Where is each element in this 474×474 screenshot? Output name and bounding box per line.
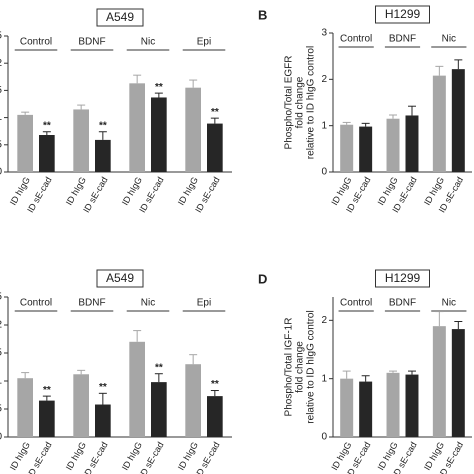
bar	[432, 75, 446, 172]
bar	[207, 396, 223, 437]
significance: **	[211, 107, 219, 118]
bar	[340, 378, 354, 437]
bar	[359, 381, 373, 437]
y-tick-label: 1	[0, 376, 2, 387]
chart-title: H1299	[385, 7, 421, 21]
y-tick-label: 0	[321, 432, 327, 443]
significance: **	[155, 82, 163, 93]
bar	[95, 404, 111, 437]
bar	[17, 114, 33, 172]
bar	[386, 118, 400, 172]
bar	[185, 364, 201, 437]
y-tick-label: 0.5	[0, 139, 2, 150]
bar	[17, 378, 33, 437]
title-box	[375, 5, 430, 24]
y-tick-label: 0	[0, 167, 2, 178]
bar	[185, 87, 201, 172]
chart-title: A549	[106, 10, 134, 24]
y-axis-label: fold change	[295, 76, 306, 128]
significance: **	[99, 382, 107, 393]
title-box	[96, 8, 144, 27]
y-tick-label: 2	[0, 320, 2, 331]
group-label: Control	[340, 298, 372, 309]
panel-label: B	[258, 7, 267, 22]
significance: **	[43, 120, 51, 131]
panel-label: D	[258, 271, 267, 286]
y-axis-label: Phospho/Total EGFR	[284, 56, 295, 150]
bar	[340, 124, 354, 172]
y-axis-label: fold change	[295, 341, 306, 393]
group-label: Nic	[141, 298, 155, 309]
significance: **	[99, 120, 107, 131]
bar	[73, 374, 89, 437]
bar	[151, 97, 167, 172]
chart-title: H1299	[385, 271, 421, 285]
chart-title: A549	[106, 271, 134, 285]
bar	[432, 326, 446, 437]
y-tick-label: 1.5	[0, 348, 2, 359]
group-label: Epi	[197, 298, 211, 309]
group-label: Nic	[442, 34, 456, 45]
bar	[405, 115, 419, 172]
group-label: BDNF	[78, 298, 105, 309]
y-tick-label: 1	[0, 112, 2, 123]
group-label: Control	[340, 34, 372, 45]
bar	[405, 374, 419, 437]
y-tick-label: 0	[321, 167, 327, 178]
significance: **	[43, 385, 51, 396]
significance: **	[211, 379, 219, 390]
y-tick-label: 0.5	[0, 404, 2, 415]
y-tick-label: 2.5	[0, 292, 2, 303]
group-label: Control	[20, 298, 52, 309]
y-tick-label: 0	[0, 432, 2, 443]
group-label: Nic	[141, 37, 155, 48]
bar	[451, 69, 465, 172]
bar	[95, 139, 111, 172]
y-axis-label: relative to ID hIgG control	[306, 310, 317, 423]
bar	[151, 382, 167, 437]
y-tick-label: 2.5	[0, 31, 2, 42]
group-label: BDNF	[389, 298, 416, 309]
y-tick-label: 2	[321, 74, 327, 85]
group-label: BDNF	[389, 34, 416, 45]
y-tick-label: 1.5	[0, 85, 2, 96]
bar	[386, 372, 400, 437]
title-box	[375, 269, 430, 288]
group-label: BDNF	[78, 37, 105, 48]
significance: **	[155, 362, 163, 373]
bar	[39, 400, 55, 437]
bar	[129, 341, 145, 437]
bar	[207, 123, 223, 172]
group-label: Nic	[442, 298, 456, 309]
bar	[129, 83, 145, 172]
y-axis-label: Phospho/Total IGF-1R	[284, 318, 295, 417]
y-tick-label: 2	[321, 315, 327, 326]
bar	[451, 329, 465, 437]
group-label: Epi	[197, 37, 211, 48]
y-tick-label: 3	[321, 28, 327, 39]
y-tick-label: 1	[321, 120, 327, 131]
bar	[39, 135, 55, 172]
y-tick-label: 1	[321, 373, 327, 384]
bar	[73, 109, 89, 172]
y-axis-label: relative to ID hIgG control	[306, 46, 317, 159]
title-box	[96, 269, 144, 288]
bar	[359, 126, 373, 172]
group-label: Control	[20, 37, 52, 48]
y-tick-label: 2	[0, 58, 2, 69]
